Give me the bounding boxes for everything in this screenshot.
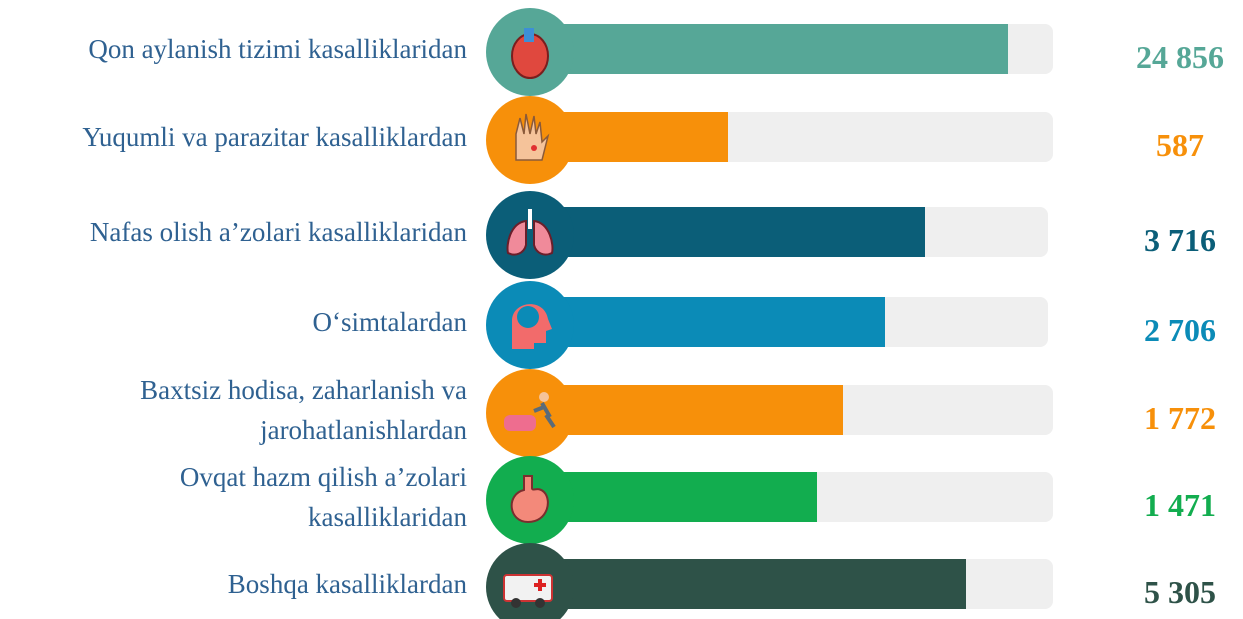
- row: Yuqumli va parazitar kasalliklardan 587: [82, 96, 1204, 184]
- icon: [504, 392, 556, 431]
- icon: [515, 113, 550, 161]
- row-label: O‘simtalardan: [313, 307, 468, 337]
- row-value: 3 716: [1144, 222, 1216, 258]
- icon-lungs: [506, 219, 554, 256]
- row: Boshqa kasalliklardan 5 305: [228, 543, 1216, 619]
- row: Ovqat hazm qilish a’zolari kasalliklarida…: [180, 456, 1216, 544]
- bar-fill: [500, 24, 1008, 74]
- row-label: Qon aylanish tizimi kasalliklaridan: [88, 34, 467, 64]
- row-label: Yuqumli va parazitar kasalliklardan: [82, 122, 467, 152]
- row-label: Ovqat hazm qilish a’zolari: [180, 462, 467, 492]
- icon-brain: [517, 306, 539, 328]
- icon: [511, 28, 549, 79]
- row-label: jarohatlanishlardan: [259, 415, 467, 445]
- icon: [506, 209, 554, 256]
- icon: [510, 475, 549, 524]
- row-value: 5 305: [1144, 574, 1216, 610]
- row: Nafas olish a’zolari kasalliklaridan 3 71…: [90, 191, 1216, 279]
- icon-cross-v: [538, 579, 542, 591]
- icon-ambulance: [503, 574, 553, 602]
- icon-car: [504, 415, 536, 431]
- row: O‘simtalardan 2 706: [313, 281, 1216, 369]
- icon-person: [539, 392, 549, 402]
- icon-wheel: [535, 598, 545, 608]
- icon-body: [533, 402, 556, 429]
- row-value: 24 856: [1136, 39, 1224, 75]
- row-value: 1 471: [1144, 487, 1216, 523]
- icon: [503, 574, 553, 608]
- row-value: 587: [1156, 127, 1204, 163]
- bar-fill: [500, 559, 966, 609]
- icon-circle: [486, 191, 574, 279]
- icon-circle: [486, 369, 574, 457]
- row: Baxtsiz hodisa, zaharlanish va jarohatlan…: [140, 369, 1216, 457]
- row-label: Nafas olish a’zolari kasalliklaridan: [90, 217, 468, 247]
- icon-stomach: [510, 475, 549, 524]
- icon: [512, 304, 552, 349]
- icon-dot: [531, 145, 537, 151]
- row-label: Boshqa kasalliklardan: [228, 569, 468, 599]
- row: Qon aylanish tizimi kasalliklaridan 24 85…: [88, 8, 1224, 96]
- row-label: Baxtsiz hodisa, zaharlanish va: [140, 375, 467, 405]
- icon-vessel: [524, 28, 534, 42]
- row-value: 2 706: [1144, 312, 1216, 348]
- icon-hand: [515, 113, 550, 161]
- row-label: kasalliklaridan: [308, 502, 467, 532]
- row-value: 1 772: [1144, 400, 1216, 436]
- icon-wheel: [511, 598, 521, 608]
